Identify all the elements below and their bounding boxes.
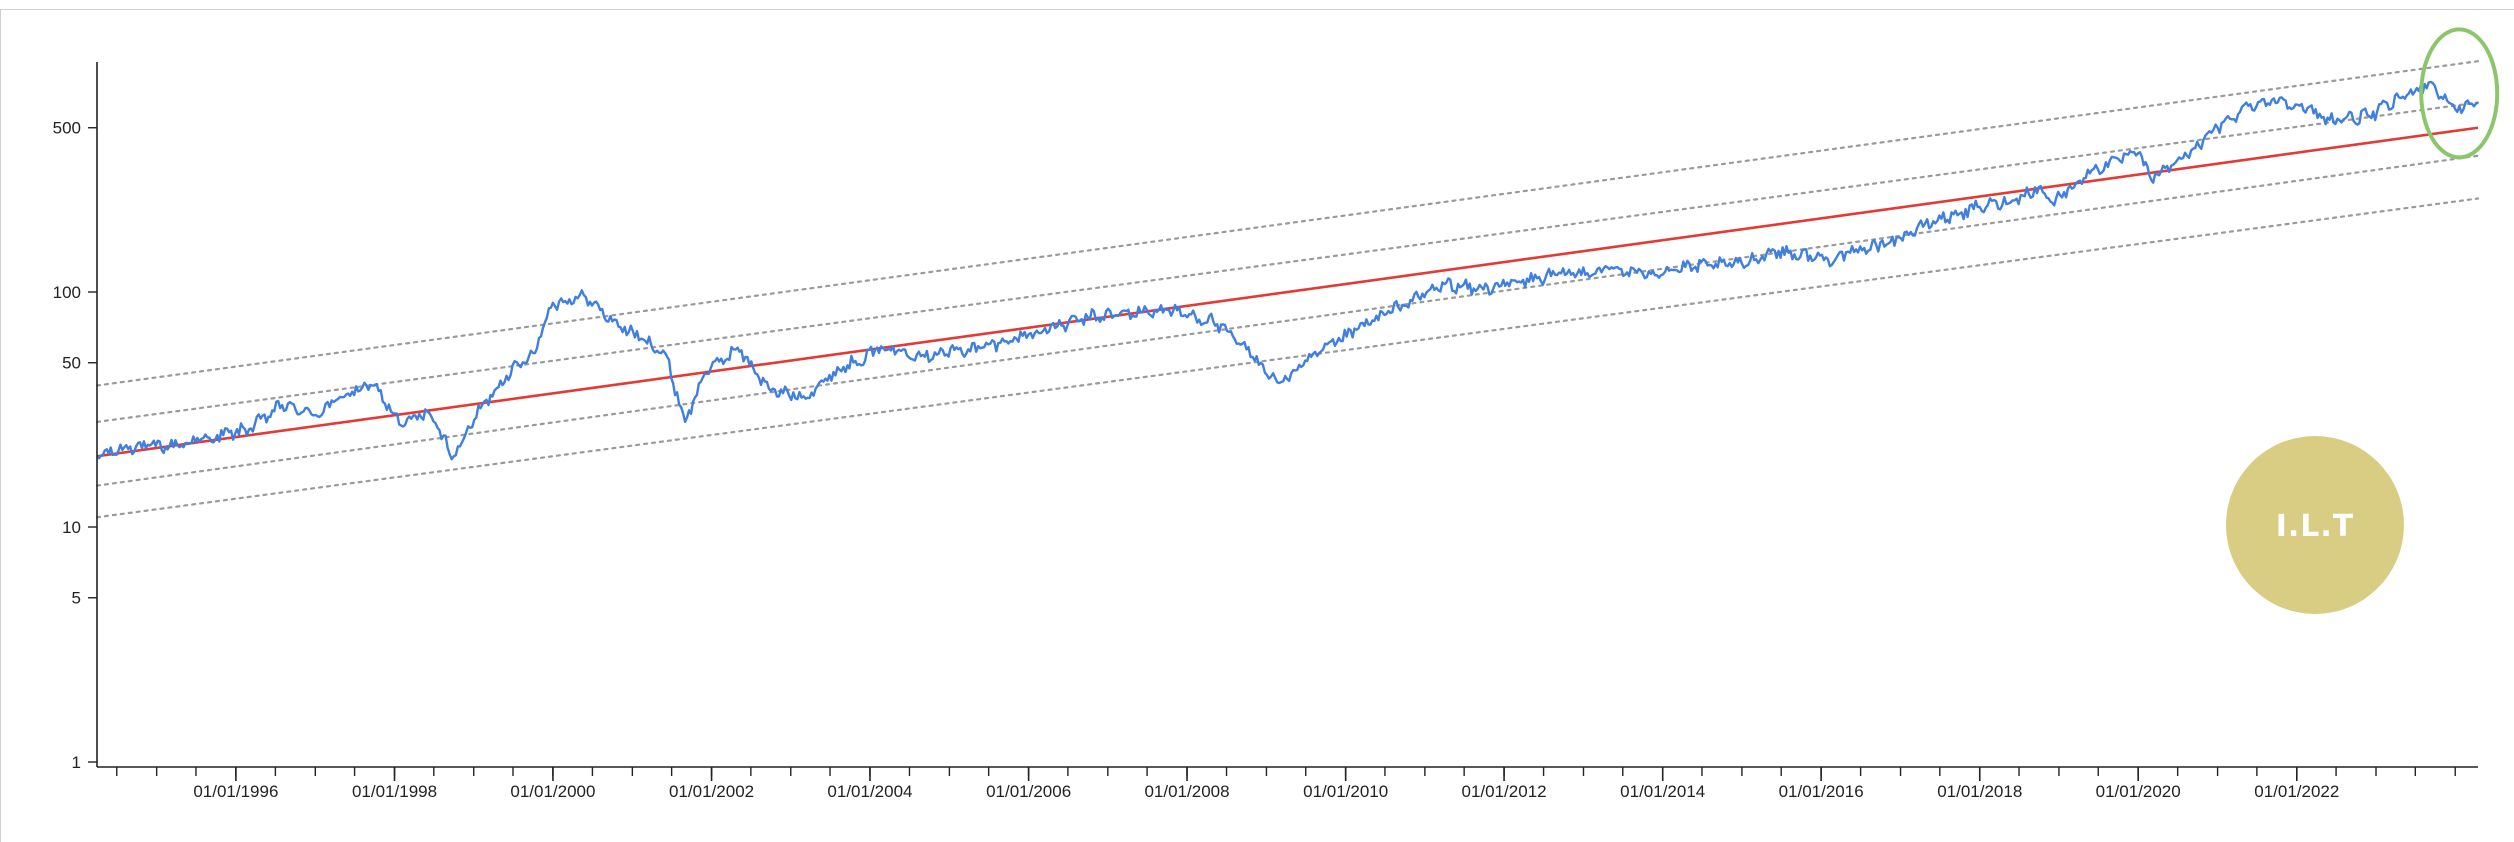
y-tick-label: 5: [72, 589, 81, 608]
x-tick-label: 01/01/2022: [2254, 782, 2339, 801]
lower-band-2-line: [95, 197, 2480, 519]
x-tick-label: 01/01/1998: [352, 782, 437, 801]
axes: 1 5 10 50 100 500 01/01/1996 01/01/1998 01/01/20…: [53, 62, 2478, 801]
x-tick-label: 01/01/2018: [1937, 782, 2022, 801]
y-tick-label: 50: [62, 354, 81, 373]
highlight-ellipse: [2419, 27, 2500, 160]
logo-badge: [2226, 436, 2404, 614]
x-tick-label: 01/01/2020: [2096, 782, 2181, 801]
y-tick-label: 1: [72, 753, 81, 772]
y-tick-label: 10: [62, 518, 81, 537]
trend-line: [96, 126, 2479, 458]
annotations: [2419, 27, 2500, 160]
y-tick-label: 100: [53, 283, 81, 302]
x-tick-label: 01/01/1996: [193, 782, 278, 801]
lower-band-1-line: [95, 154, 2480, 487]
x-tick-label: 01/01/2014: [1620, 782, 1705, 801]
y-tick-label: 500: [53, 119, 81, 138]
upper-band-2-line: [95, 60, 2480, 387]
chart-frame: [0, 9, 2514, 842]
band-lines: [95, 60, 2480, 519]
price-series: [96, 80, 2479, 461]
x-tick-label: 01/01/2006: [986, 782, 1071, 801]
x-tick-label: 01/01/2010: [1303, 782, 1388, 801]
x-tick-label: 01/01/2000: [510, 782, 595, 801]
x-tick-label: 01/01/2016: [1779, 782, 1864, 801]
ilt-logo: I.L.T: [2226, 436, 2404, 614]
x-tick-label: 01/01/2012: [1462, 782, 1547, 801]
x-tick-label: 01/01/2004: [827, 782, 912, 801]
price-line: [96, 80, 2479, 461]
x-tick-label: 01/01/2008: [1144, 782, 1229, 801]
x-tick-label: 01/01/2002: [669, 782, 754, 801]
upper-band-1-line: [95, 101, 2480, 424]
logo-text: I.L.T: [2276, 509, 2355, 544]
trend-line: [96, 126, 2479, 458]
